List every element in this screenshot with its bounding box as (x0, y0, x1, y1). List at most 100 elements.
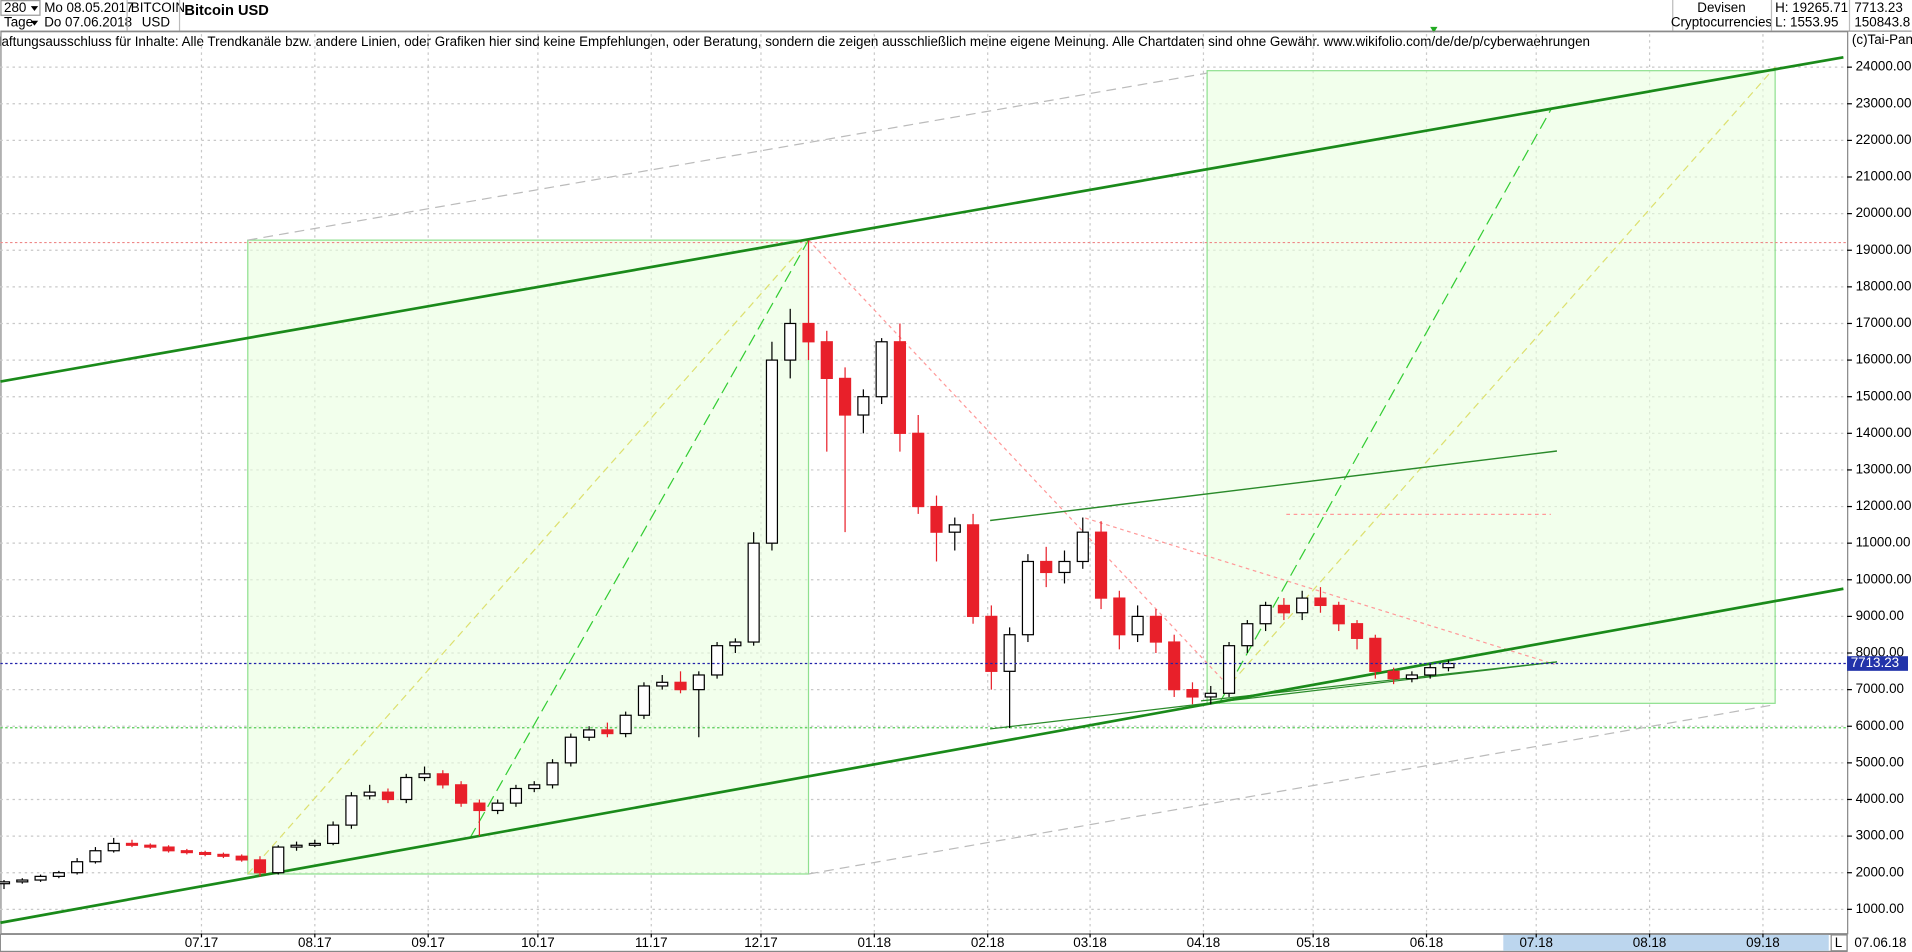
trend-line (990, 661, 1558, 730)
y-tick-label: 21000.00 (1856, 169, 1912, 184)
candle-body (34, 875, 47, 881)
last-stat: 7713.23 (1854, 0, 1902, 15)
currency: USD (142, 15, 171, 30)
candle-body (692, 674, 705, 691)
candle-body (1241, 623, 1254, 647)
candle-body (583, 729, 596, 738)
y-tick-label: 17000.00 (1856, 315, 1912, 330)
candle-body (710, 645, 724, 676)
trend-line (990, 450, 1558, 522)
candle-body (985, 615, 998, 672)
y-tick-label: 13000.00 (1856, 461, 1912, 476)
last-price-box (1847, 656, 1908, 671)
candle-body (619, 714, 632, 735)
candle-body (400, 776, 413, 801)
future-range (1503, 934, 1829, 951)
y-tick-label: 3000.00 (1856, 828, 1904, 843)
trend-line (1085, 517, 1555, 665)
y-tick-label: 19000.00 (1856, 242, 1912, 257)
candle-body (509, 787, 523, 804)
channel-line (0, 587, 1844, 925)
start-date: Mo 08.05.2017 (44, 0, 133, 15)
candle-body (345, 795, 358, 826)
candle-body (144, 844, 157, 848)
projection-line (1218, 109, 1552, 704)
market: Devisen (1697, 0, 1745, 15)
y-tick-label: 6000.00 (1856, 718, 1904, 733)
candle-body (1131, 615, 1144, 636)
candle-body (1113, 597, 1126, 636)
y-tick-label: 15000.00 (1856, 388, 1912, 403)
candle-body (546, 762, 559, 786)
disclaimer: Haftungsausschluss für Inhalte: Alle Tre… (0, 34, 1590, 49)
candle-body (1259, 604, 1272, 625)
candle-body (16, 879, 29, 883)
x-tick-label: 02.18 (971, 935, 1005, 950)
candle-body (272, 846, 285, 874)
x-tick-label: 08.17 (298, 935, 332, 950)
y-tick-label: 24000.00 (1856, 59, 1912, 74)
trend-line (808, 239, 1226, 684)
projection-line (247, 239, 809, 875)
candle-body (564, 736, 577, 764)
x-tick-label: 11.17 (635, 935, 668, 950)
y-tick-label: 7000.00 (1856, 681, 1904, 696)
y-tick-label: 23000.00 (1856, 95, 1912, 110)
candle-body (52, 872, 65, 877)
candle-body (455, 784, 468, 804)
x-tick-label: 10.17 (521, 935, 555, 950)
volume-stat: 150843.8 (1854, 15, 1910, 30)
candle-body (1204, 692, 1217, 698)
candle-body (1442, 662, 1455, 669)
channel-line (0, 55, 1844, 383)
candle-body (363, 791, 376, 797)
y-tick-label: 4000.00 (1856, 791, 1904, 806)
candle-body (1332, 604, 1345, 625)
end-date-short: 07.06.18 (1854, 935, 1906, 950)
low-stat: L: 1553.95 (1775, 15, 1838, 30)
candle-body (802, 322, 815, 343)
scale-mode-box[interactable] (1830, 934, 1848, 952)
copyright: (c)Tai-Pan (1852, 32, 1912, 47)
candle-body (857, 396, 870, 416)
candle-body (180, 850, 193, 854)
candle-body (656, 681, 669, 687)
y-tick-label: 20000.00 (1856, 205, 1912, 220)
end-date: Do 07.06.2018 (44, 15, 132, 30)
dropdown-arrow (30, 6, 39, 11)
scale-mode: L (1835, 935, 1842, 950)
candle-body (253, 859, 267, 874)
candle-body (473, 802, 486, 812)
candle-body (418, 773, 431, 779)
candle-body (0, 881, 11, 885)
candle-body (308, 842, 321, 846)
projection-line (469, 239, 810, 839)
y-tick-label: 14000.00 (1856, 425, 1912, 440)
x-tick-label: 07.18 (1519, 935, 1553, 950)
y-tick-label: 10000.00 (1856, 571, 1912, 586)
candle-body (107, 842, 120, 852)
y-tick-label: 12000.00 (1856, 498, 1912, 513)
candle-body (784, 322, 797, 361)
chart-title: Bitcoin USD (184, 3, 268, 19)
marker (1430, 26, 1438, 33)
candle-body (838, 377, 852, 416)
x-tick-label: 03.18 (1073, 935, 1107, 950)
candle-body (912, 432, 925, 508)
candle-body (930, 505, 943, 533)
candle-body (217, 853, 230, 857)
period-box[interactable] (0, 0, 41, 16)
unit[interactable]: Tage (4, 15, 33, 30)
axes: 1000.00 2000.00 3000.00 4000.00 5000.00 6000.… (0, 59, 1911, 950)
y-tick-label: 16000.00 (1856, 352, 1912, 367)
y-tick-label: 22000.00 (1856, 132, 1912, 147)
candle-body (89, 850, 102, 863)
x-tick-label: 05.18 (1296, 935, 1330, 950)
x-tick-label: 08.18 (1633, 935, 1667, 950)
candle-body (1405, 674, 1418, 680)
candle-body (381, 791, 395, 801)
dropdown-arrow (30, 20, 39, 26)
channel-line (808, 703, 1776, 875)
x-tick-label: 07.17 (185, 935, 219, 950)
